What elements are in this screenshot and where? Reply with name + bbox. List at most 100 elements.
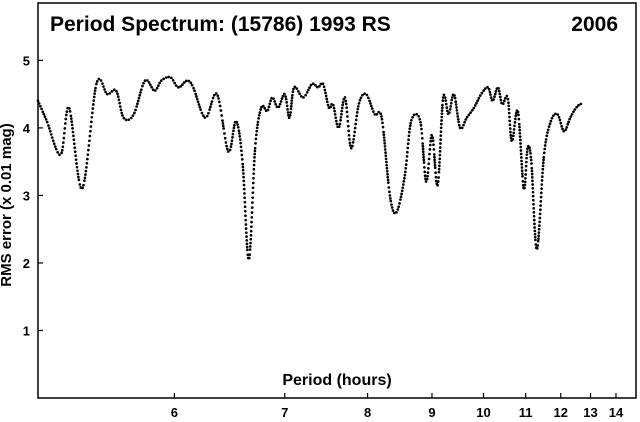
data-point [201, 114, 205, 117]
chart-title: Period Spectrum: (15786) 1993 RS [50, 13, 391, 36]
data-point [523, 183, 527, 187]
data-point [513, 124, 516, 128]
data-point [530, 162, 533, 165]
data-point [220, 114, 224, 117]
data-point [221, 121, 225, 125]
data-point [149, 83, 152, 87]
data-point [291, 90, 295, 94]
data-point [403, 170, 407, 174]
data-point [554, 112, 557, 116]
data-point [315, 85, 319, 89]
data-point [112, 88, 116, 92]
data-point [241, 162, 245, 166]
data-point [458, 126, 462, 130]
data-point [309, 83, 313, 87]
data-point [221, 119, 224, 123]
data-point [278, 102, 282, 106]
data-point [441, 99, 445, 102]
data-point [269, 99, 272, 103]
data-point [514, 114, 518, 118]
data-point [345, 106, 348, 110]
data-point [422, 155, 425, 159]
data-point [369, 102, 372, 105]
data-point [249, 229, 253, 233]
data-point [314, 83, 317, 87]
x-tick-label: 6 [171, 405, 178, 420]
data-point [538, 216, 542, 220]
data-point [499, 98, 503, 102]
data-point [509, 130, 512, 134]
data-point [558, 118, 562, 122]
data-point [277, 105, 281, 109]
data-point [401, 183, 405, 186]
data-point [417, 115, 420, 118]
data-point [493, 92, 497, 96]
data-point [286, 111, 290, 114]
data-point [506, 97, 510, 101]
data-point [529, 152, 532, 155]
data-point [382, 130, 385, 134]
data-point [429, 139, 432, 143]
data-point [209, 102, 213, 106]
data-point [572, 110, 575, 114]
data-point [289, 107, 293, 111]
data-point [562, 129, 566, 133]
data-point [537, 231, 541, 234]
data-point [289, 111, 292, 114]
x-axis-label: Period (hours) [282, 372, 391, 389]
data-point [426, 174, 429, 178]
data-point [245, 242, 249, 246]
data-point [570, 112, 574, 116]
data-point [507, 101, 510, 105]
data-point [455, 106, 458, 109]
data-point [348, 144, 352, 147]
data-point [290, 96, 294, 100]
data-point [63, 126, 67, 130]
data-point [47, 124, 50, 127]
data-point [442, 93, 446, 97]
x-tick-label: 8 [364, 405, 371, 420]
data-point [88, 134, 92, 138]
data-point [552, 114, 555, 118]
data-point [409, 121, 412, 125]
data-point [391, 209, 395, 212]
data-point [575, 105, 579, 109]
data-point [517, 122, 521, 126]
y-tick-label: 3 [23, 188, 30, 203]
data-point [157, 84, 160, 87]
data-point [71, 127, 74, 130]
data-point [531, 179, 534, 183]
data-point [135, 105, 139, 108]
data-point [122, 116, 126, 120]
data-point [194, 92, 197, 96]
data-point [184, 79, 188, 83]
data-point [470, 108, 474, 112]
data-point [115, 89, 118, 93]
data-point [298, 92, 302, 96]
data-point [94, 86, 97, 90]
data-point [518, 125, 521, 129]
data-point [523, 180, 527, 184]
data-point [561, 127, 564, 131]
data-point [432, 148, 436, 151]
data-point [77, 178, 81, 182]
data-point [48, 127, 51, 130]
data-point [74, 154, 77, 158]
x-axis-ticks: 6 7 8 9 10 11 12 13 14 [171, 393, 624, 420]
data-point [453, 96, 457, 100]
data-point [541, 171, 544, 175]
data-point [549, 119, 553, 123]
data-point [86, 157, 89, 161]
data-point [478, 94, 482, 97]
data-point [190, 83, 194, 87]
data-point [411, 115, 414, 119]
data-point [380, 117, 384, 121]
data-point [424, 180, 428, 183]
data-point [285, 101, 289, 104]
data-point [353, 130, 356, 134]
data-point [539, 200, 543, 203]
data-point [361, 93, 364, 97]
data-point [102, 85, 105, 88]
